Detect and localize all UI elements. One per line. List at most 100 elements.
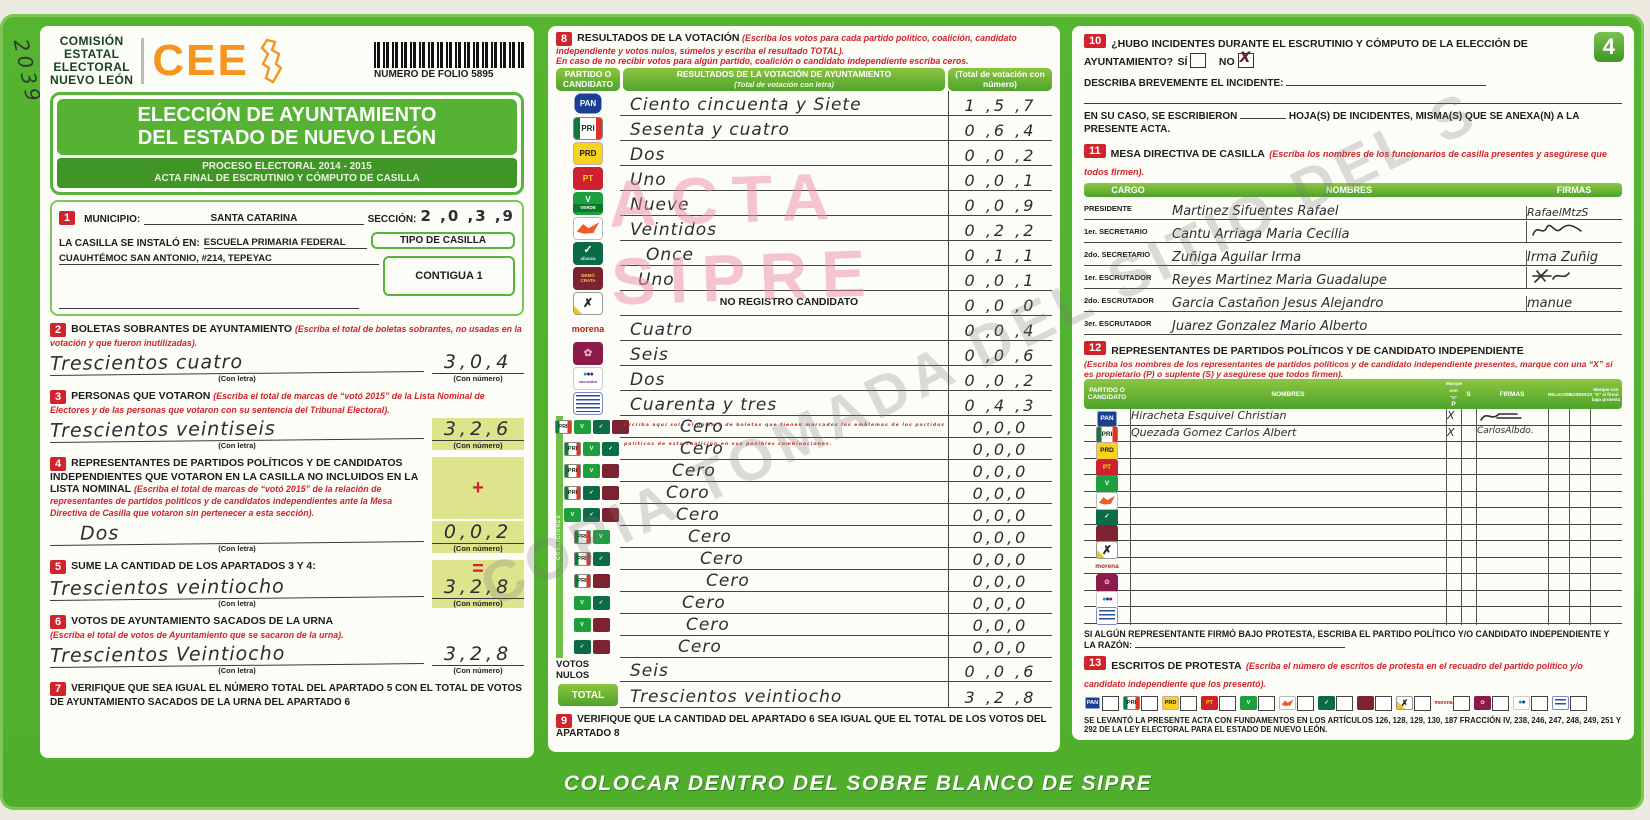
- section-4-instructions: (Escriba el total de marcas de “votó 201…: [50, 484, 393, 518]
- funcionario-nombre: Cantu Arriaga Maria Cecilia: [1172, 227, 1350, 242]
- section-8-instructions-2: En caso de no recibir votos para algún p…: [556, 56, 969, 66]
- pri-icon: PRI: [573, 117, 603, 140]
- rep-retiro-relacion: [1548, 574, 1569, 592]
- rep-retiro-relacion: [1548, 425, 1569, 444]
- encuentro-dot: ●: [1518, 699, 1522, 706]
- rep-firma: [1476, 458, 1548, 477]
- nueva-alianza-icon: ✓: [583, 486, 600, 500]
- pri-icon: PRI: [554, 420, 572, 434]
- signature-scribble: [1532, 269, 1570, 283]
- funcionario-firma: Irma Zuñig: [1526, 250, 1622, 265]
- protesta-blank-line: [1134, 646, 1345, 648]
- p-label: P: [1451, 401, 1456, 408]
- con-numero-label: (Con número): [453, 374, 503, 383]
- rep-s-mark: [1461, 574, 1476, 592]
- coalition-letra: Cero: [620, 460, 948, 482]
- section-11-badge: 11: [1084, 144, 1106, 158]
- coalition-row: PRI V Cero 0,0,0: [563, 526, 1052, 548]
- firmas-header: FIRMAS: [1556, 185, 1592, 195]
- mesa-table-header: CARGO NOMBRES FIRMAS: [1084, 183, 1622, 197]
- coalition-numero: 0,0,0: [948, 570, 1052, 592]
- pri-icon: PRI: [573, 574, 591, 588]
- pan-icon: PAN: [573, 92, 603, 115]
- section-6-votos-urna: 6 VOTOS DE AYUNTAMIENTO SACADOS DE LA URN…: [49, 615, 524, 675]
- rep-row-morena: morena: [1084, 557, 1622, 576]
- seccion-label: SECCIÓN:: [367, 214, 417, 225]
- rep-firma: [1476, 557, 1548, 576]
- votes-letra: Veintidos: [620, 216, 948, 241]
- rep-nombre: [1130, 491, 1446, 510]
- votes-letra: Uno: [620, 266, 948, 291]
- funcionario-firma: RafaelMtzS: [1526, 206, 1622, 219]
- coalition-row: PRI V Cero 0,0,0: [563, 460, 1052, 482]
- section-12-representantes: 12 REPRESENTANTES DE PARTIDOS POLÍTICOS Y…: [1084, 341, 1622, 625]
- no-checkbox: X: [1237, 50, 1254, 69]
- election-title: ELECCIÓN DE AYUNTAMIENTO DEL ESTADO DE N…: [57, 99, 517, 155]
- no-checkbox-mark: X: [1239, 50, 1251, 67]
- total-row: TOTAL Trescientos veintiocho 3 ,2 ,8: [556, 682, 1052, 708]
- page-number-badge: 4: [1593, 32, 1624, 62]
- tipo-casilla-value: CONTIGUA 1: [383, 256, 515, 296]
- boletas-sobrantes-numero: 3,0,4: [432, 351, 524, 374]
- funcionario-nombre: Juarez Gonzalez Mario Alberto: [1172, 319, 1368, 334]
- encuentro-dot: ●: [1108, 595, 1113, 603]
- escritos-box-independiente: [1570, 695, 1587, 711]
- democrata-icon: [602, 464, 619, 478]
- signature-scribble: [1532, 224, 1582, 236]
- si-label: SÍ: [1177, 56, 1188, 68]
- democrata-text: DEMÓ: [581, 273, 595, 278]
- no-label: NO: [1218, 56, 1235, 68]
- escritos-box-cruzada: [1414, 695, 1431, 711]
- rep-protesta: [1590, 574, 1622, 592]
- rep-row-movimiento-ciudadano: [1084, 491, 1622, 510]
- rep-firma: [1476, 541, 1548, 559]
- rep-col-retiro-ausencia: AUSENCIA: [1569, 391, 1593, 397]
- org-name: COMISIÓN ESTATAL ELECTORAL NUEVO LEÓN: [50, 35, 133, 87]
- result-row-morena: morena Cuatro 0 ,0 ,4: [556, 316, 1052, 341]
- rep-s-mark: [1461, 409, 1476, 428]
- alianza-check: ✓: [583, 243, 593, 256]
- pan-icon: PAN: [1096, 409, 1118, 428]
- result-row-democrata: DEMÓ CRATA Uno 0 ,0 ,1: [556, 266, 1052, 291]
- suma-numero: 3,2,8: [432, 576, 524, 599]
- org-line: ELECTORAL: [53, 60, 131, 74]
- results-table-header: PARTIDO O CANDIDATO RESULTADOS DE LA VOT…: [556, 68, 1052, 91]
- escritos-box-verde: [1258, 695, 1275, 711]
- coalition-letra: Cero: [620, 570, 948, 592]
- humanista-icon: ✿: [1096, 574, 1118, 592]
- incidente-blank-line-2: [1084, 103, 1622, 104]
- rep-s-mark: [1461, 557, 1476, 576]
- pri-icon: PRI: [573, 530, 591, 544]
- votos-nulos-letra: Seis: [620, 658, 948, 682]
- prd-icon: PRD: [573, 142, 603, 165]
- votes-numero: 0 ,1 ,1: [948, 241, 1052, 266]
- candidato-independiente-icon: [573, 392, 603, 415]
- section-9-verificacion: 9 VERIFIQUE QUE LA CANTIDAD DEL APARTADO …: [556, 714, 1052, 739]
- rep-protesta: [1590, 458, 1622, 477]
- rep-table-header: PARTIDO O CANDIDATO NOMBRES Marque con “…: [1084, 379, 1622, 409]
- total-numero: 3 ,2 ,8: [948, 682, 1052, 708]
- suma-letra: Trescientos veintiocho: [49, 574, 425, 601]
- section-8-instructions: (Escriba los votos para cada partido pol…: [556, 33, 1017, 56]
- votes-letra: Dos: [620, 141, 948, 166]
- brand-divider: [141, 38, 145, 84]
- cruzada-ciudadana-icon: ✗: [573, 292, 603, 315]
- democrata-icon: [602, 486, 619, 500]
- coalition-note: Escriba aquí solo el número de boletas q…: [624, 423, 945, 447]
- escritos-box-pri: [1141, 695, 1158, 711]
- escritos-box-prd: [1180, 695, 1197, 711]
- rep-p-mark: [1446, 475, 1461, 493]
- rep-p-mark: [1446, 491, 1461, 510]
- rep-retiro-ausencia: [1569, 491, 1590, 510]
- rep-nombre: [1130, 458, 1446, 477]
- section-11-mesa-directiva: 11 MESA DIRECTIVA DE CASILLA (Escriba los…: [1084, 144, 1622, 335]
- coalition-letra: Cero: [620, 504, 948, 526]
- rep-retiro-relacion: [1548, 409, 1569, 428]
- rep-nombre: [1130, 541, 1446, 559]
- verde-label: VERDE: [573, 203, 603, 212]
- mesa-row-1er-escrutador: 1er. ESCRUTADOR Reyes Martinez Maria Gua…: [1084, 266, 1622, 289]
- morena-icon: morena: [571, 323, 605, 334]
- rep-row-nueva-alianza: ✓: [1084, 508, 1622, 526]
- legal-fundamentos-text: SE LEVANTÓ LA PRESENTE ACTA CON FUNDAMEN…: [1084, 715, 1621, 735]
- section-2-title: BOLETAS SOBRANTES DE AYUNTAMIENTO: [71, 323, 293, 335]
